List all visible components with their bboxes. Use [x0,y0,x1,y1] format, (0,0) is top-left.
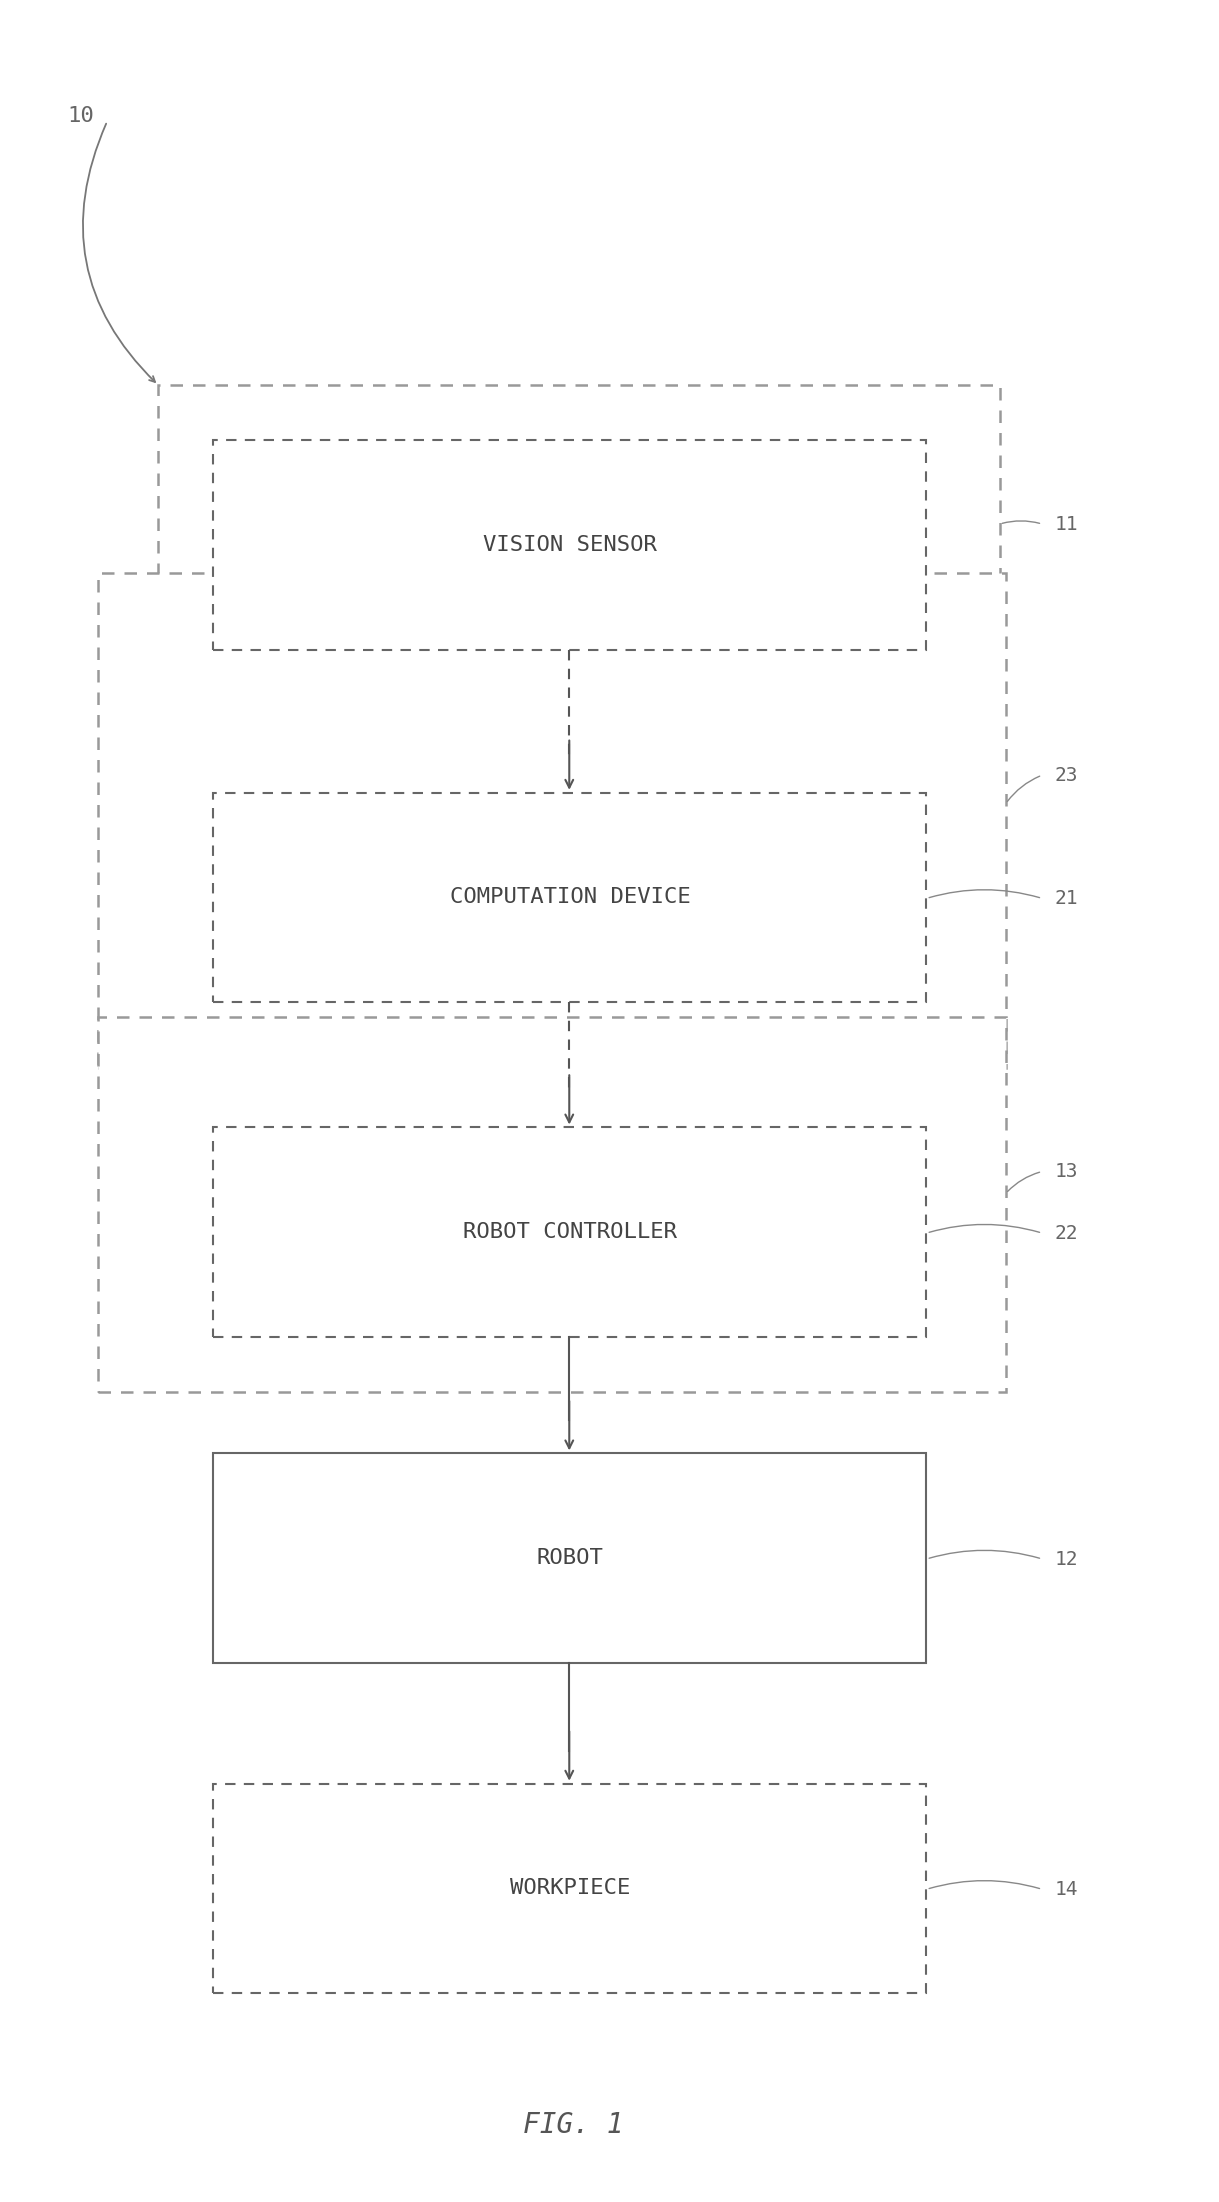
Text: ROBOT CONTROLLER: ROBOT CONTROLLER [463,1222,677,1242]
FancyBboxPatch shape [213,1453,926,1663]
FancyBboxPatch shape [213,1127,926,1337]
Text: VISION SENSOR: VISION SENSOR [483,535,657,555]
Text: 13: 13 [1054,1163,1078,1180]
Text: 10: 10 [67,106,94,126]
Text: 12: 12 [1054,1550,1078,1568]
FancyBboxPatch shape [98,573,1006,1068]
FancyBboxPatch shape [213,793,926,1002]
Text: ROBOT: ROBOT [536,1548,603,1568]
FancyBboxPatch shape [213,1784,926,1993]
Text: 21: 21 [1054,890,1078,907]
Text: 22: 22 [1054,1224,1078,1242]
Text: 11: 11 [1054,515,1078,533]
Text: COMPUTATION DEVICE: COMPUTATION DEVICE [450,887,690,907]
FancyBboxPatch shape [213,440,926,650]
FancyBboxPatch shape [98,1017,1006,1392]
Text: WORKPIECE: WORKPIECE [510,1878,630,1898]
Text: 14: 14 [1054,1881,1078,1898]
Text: FIG. 1: FIG. 1 [523,2112,623,2138]
Text: 23: 23 [1054,766,1078,784]
FancyBboxPatch shape [158,385,1000,683]
